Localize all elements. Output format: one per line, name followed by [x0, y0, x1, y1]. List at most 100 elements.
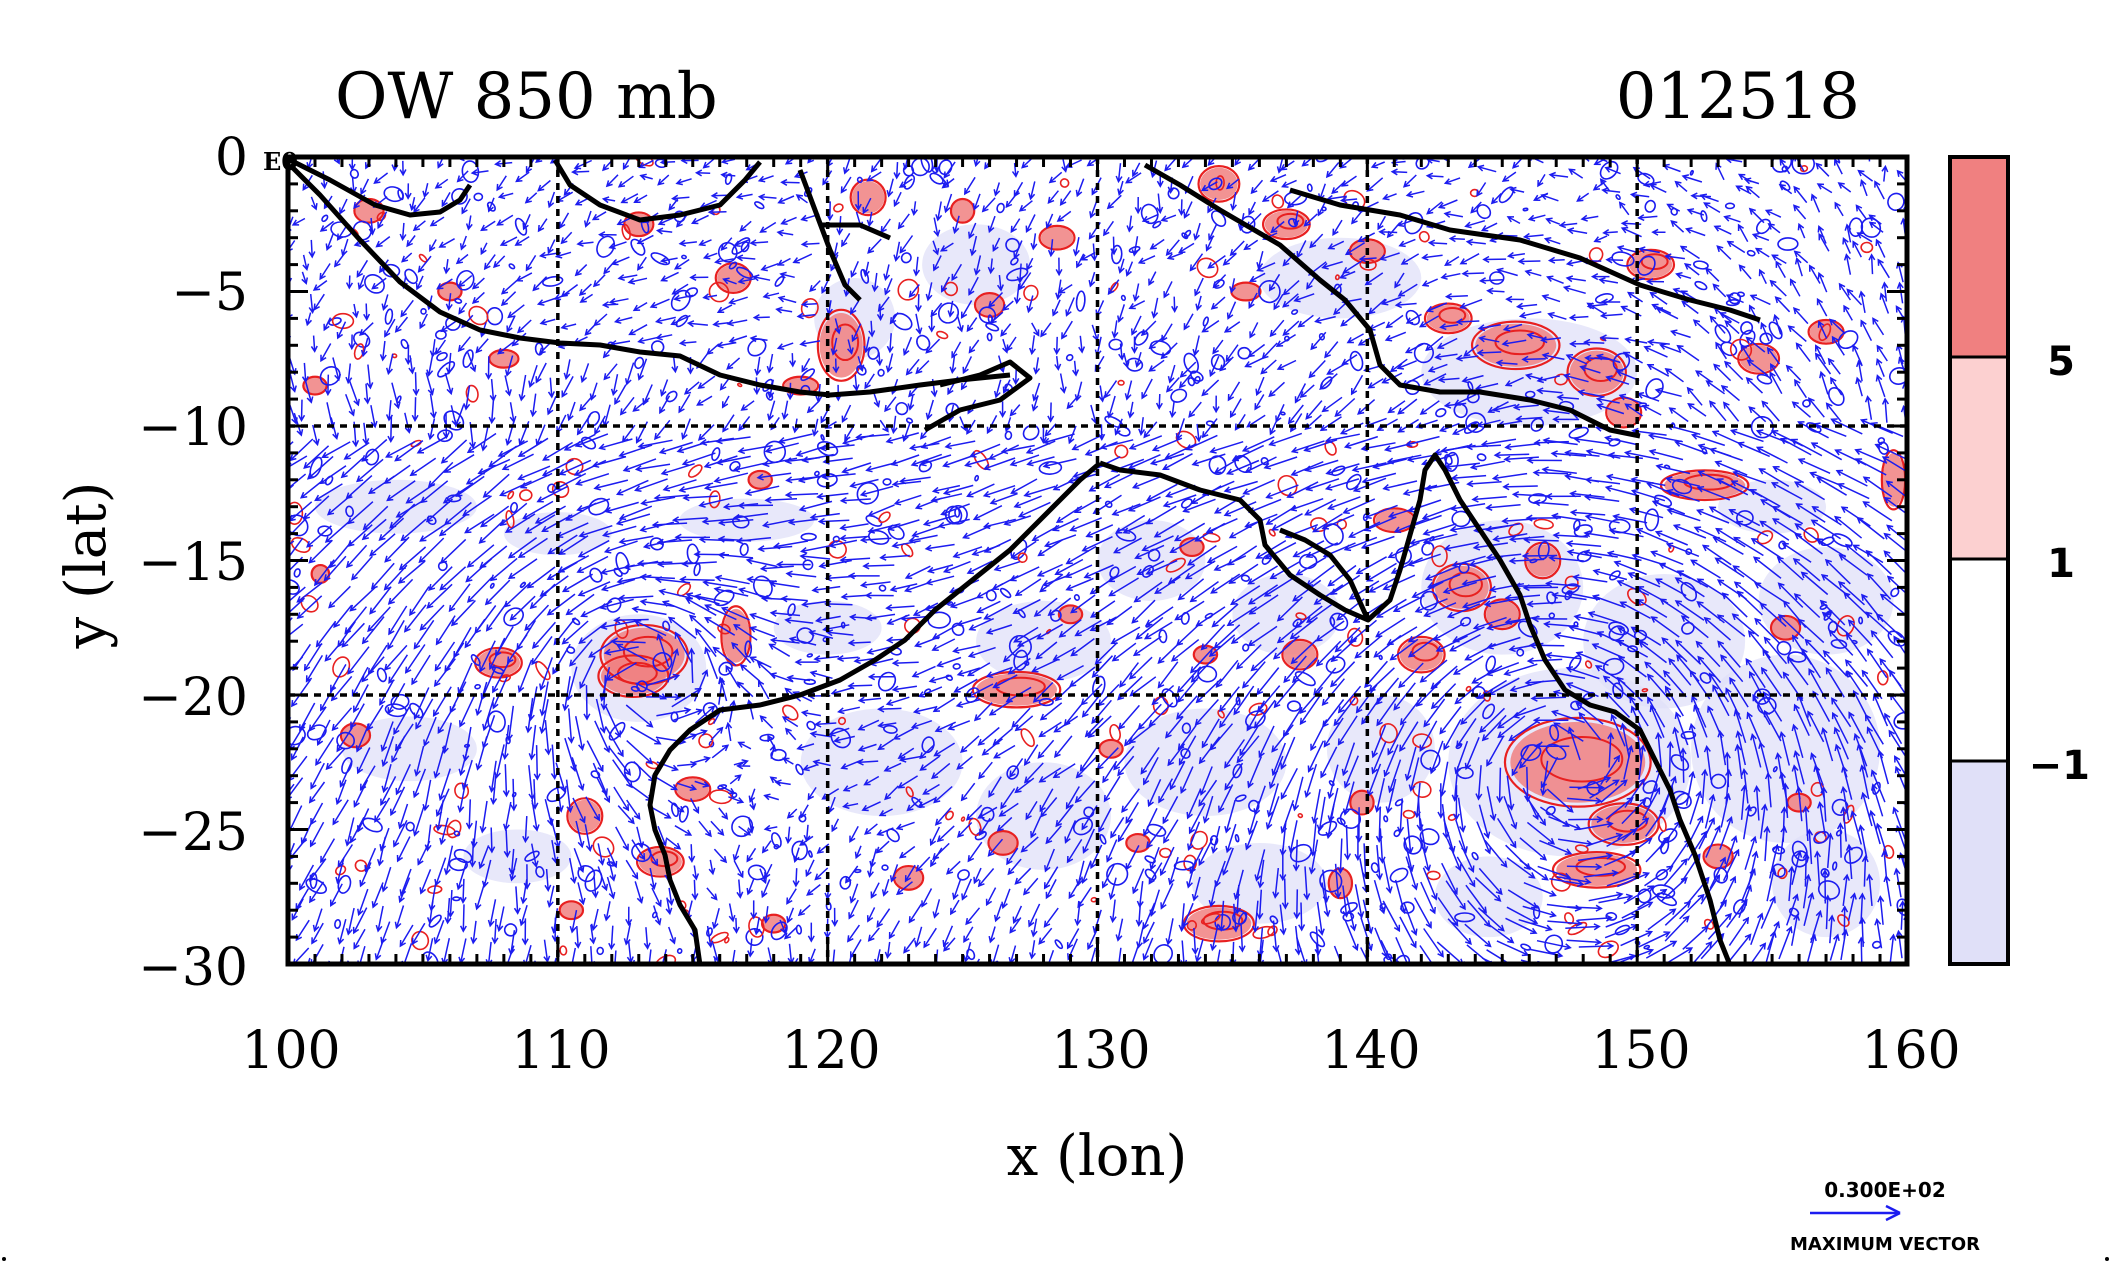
positive-ow-contour	[1281, 638, 1319, 671]
wind-vector	[920, 436, 952, 450]
wind-vector	[1175, 695, 1198, 720]
wind-vector	[1332, 219, 1343, 237]
wind-vector	[580, 600, 613, 618]
wind-vector	[934, 721, 957, 733]
wind-vector	[1343, 755, 1359, 789]
wind-vector	[1268, 755, 1284, 790]
wind-vector	[1651, 500, 1686, 515]
wind-vector	[598, 438, 633, 451]
small-negative-contour	[806, 720, 816, 731]
wind-vector	[480, 505, 510, 528]
wind-vector	[762, 457, 798, 468]
small-positive-contour	[1297, 813, 1304, 819]
wind-vector	[1590, 273, 1610, 281]
wind-vector	[1368, 298, 1386, 315]
wind-vector	[951, 263, 963, 282]
wind-vector	[383, 644, 408, 671]
wind-vector	[1131, 599, 1156, 624]
wind-vector	[1772, 466, 1805, 484]
wind-vector	[1160, 214, 1177, 223]
small-negative-contour	[489, 582, 495, 589]
wind-vector	[528, 364, 538, 388]
wind-vector	[941, 178, 955, 189]
wind-vector	[1268, 381, 1286, 398]
wind-vector	[696, 395, 713, 406]
wind-vector	[1212, 339, 1224, 355]
wind-vector	[996, 275, 1004, 292]
wind-vector	[613, 316, 633, 324]
wind-vector	[371, 277, 387, 290]
small-negative-contour	[1140, 203, 1159, 225]
small-negative-contour	[1242, 643, 1250, 652]
wind-vector	[752, 274, 771, 282]
wind-vector	[847, 572, 880, 580]
wind-vector	[1736, 590, 1763, 616]
small-negative-contour	[662, 620, 671, 632]
positive-ow-contour	[949, 197, 976, 224]
wind-vector	[1130, 315, 1142, 336]
wind-vector	[956, 314, 964, 333]
wind-vector	[1429, 740, 1444, 775]
wind-vector	[381, 735, 395, 768]
wind-vector	[1244, 456, 1277, 473]
wind-vector	[726, 357, 741, 370]
small-negative-contour	[999, 587, 1012, 599]
small-negative-contour	[1637, 255, 1656, 276]
wind-vector	[1562, 373, 1589, 383]
wind-vector	[1088, 473, 1121, 492]
wind-vector	[1464, 219, 1486, 229]
wind-vector	[857, 743, 877, 752]
wind-vector	[409, 457, 437, 477]
wind-vector	[1425, 172, 1444, 180]
wind-vector	[1350, 374, 1364, 396]
wind-vector	[1654, 387, 1682, 398]
small-positive-contour	[446, 819, 462, 839]
small-negative-contour	[948, 504, 968, 525]
wind-vector	[725, 721, 733, 742]
wind-vector	[1247, 625, 1278, 647]
wind-vector	[1271, 513, 1303, 531]
wind-vector	[855, 433, 890, 441]
small-negative-contour	[791, 840, 809, 861]
wind-vector	[1831, 697, 1852, 728]
positive-ow-region	[1788, 794, 1810, 811]
wind-vector	[555, 762, 567, 794]
wind-vector	[1748, 670, 1767, 703]
wind-vector	[877, 705, 902, 713]
wind-vector	[1651, 303, 1672, 314]
wind-vector	[1732, 470, 1767, 484]
wind-vector	[1242, 479, 1276, 495]
wind-vector	[1235, 644, 1262, 670]
wind-vector	[586, 740, 604, 773]
wind-vector	[636, 234, 654, 245]
wind-vector	[532, 276, 548, 292]
wind-vector	[898, 178, 913, 188]
wind-vector	[637, 439, 673, 450]
wind-vector	[1423, 602, 1457, 618]
wind-vector	[1384, 331, 1407, 342]
wind-vector	[800, 300, 818, 308]
wind-vector	[1230, 191, 1237, 212]
wind-vector	[443, 259, 451, 275]
wind-vector	[361, 438, 388, 462]
wind-vector	[1501, 517, 1537, 525]
wind-vector	[340, 457, 364, 479]
wind-vector	[1672, 523, 1707, 539]
wind-vector	[745, 557, 778, 568]
wind-vector	[1089, 600, 1116, 618]
wind-vector	[488, 397, 496, 425]
wind-vector	[899, 235, 914, 254]
wind-vector	[1324, 433, 1360, 444]
positive-ow-contour	[597, 654, 670, 698]
wind-vector	[1312, 513, 1343, 533]
wind-vector	[602, 525, 637, 538]
wind-vector	[735, 192, 753, 200]
wind-vector	[1862, 501, 1893, 522]
wind-vector	[1110, 236, 1118, 256]
wind-vector	[674, 631, 693, 664]
wind-vector	[1704, 267, 1720, 282]
wind-vector	[1547, 311, 1567, 320]
wind-vector	[633, 194, 648, 203]
wind-vector	[1503, 455, 1539, 463]
wind-vector	[1753, 582, 1785, 603]
